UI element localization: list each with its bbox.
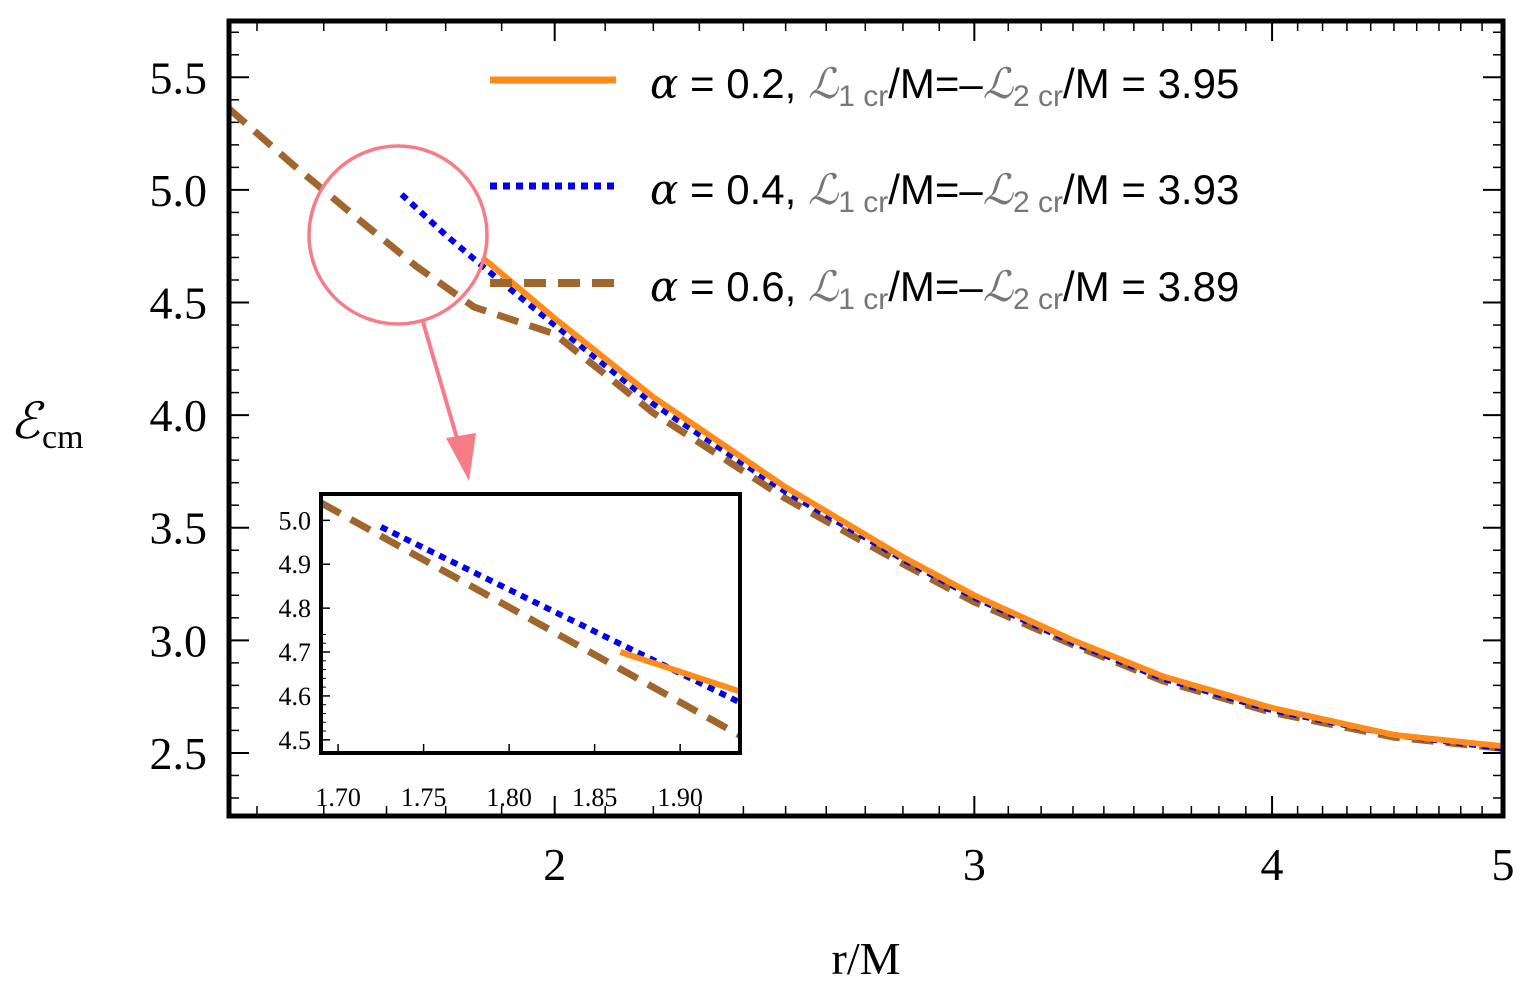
inset-series-line-alpha-0.4: [379, 524, 740, 706]
legend-part-s1: 1 cr: [838, 283, 888, 316]
legend-label-alpha-0.4: α = 0.4, ℒ1 cr/M=–ℒ2 cr/M = 3.93: [650, 165, 1239, 219]
inset-ticks: 4.5 4.6 4.7 4.8 4.9 5.0 1.70 1.75 1.80 1.85 1.90: [279, 506, 703, 812]
inset-y-tick-label: 4.7: [279, 638, 312, 667]
y-axis-label-main: ℰ: [10, 393, 45, 449]
series-line-alpha-0.6: [226, 106, 1504, 752]
y-tick-label: 5.0: [150, 165, 208, 216]
y-tick-label: 3.0: [150, 615, 208, 666]
y-tick-label: 4.5: [150, 278, 208, 329]
legend: α = 0.2, ℒ1 cr/M=–ℒ2 cr/M = 3.95α = 0.4,…: [490, 59, 1239, 316]
plot-frame: [226, 18, 1506, 819]
inset-y-tick-label: 4.6: [279, 682, 312, 711]
inset-y-tick-label: 5.0: [279, 506, 312, 535]
inset-x-tick-label: 1.85: [572, 783, 618, 812]
inset-frame: [319, 492, 742, 755]
legend-part-l2: ℒ: [983, 165, 1014, 214]
legend-part-s2: 2 cr: [1013, 80, 1063, 113]
y-axis-label-sub: cm: [42, 419, 84, 456]
inset-x-tick-label: 1.75: [401, 783, 447, 812]
x-tick-label: 4: [1261, 839, 1284, 890]
y-tick-label: 5.5: [150, 52, 208, 103]
inset-plot: 4.5 4.6 4.7 4.8 4.9 5.0 1.70 1.75 1.80 1.85 1.90: [279, 492, 742, 812]
y-tick-label: 3.5: [150, 503, 208, 554]
legend-part-l2: ℒ: [983, 262, 1014, 311]
legend-part-s1: 1 cr: [838, 80, 888, 113]
inset-y-tick-label: 4.8: [279, 594, 312, 623]
legend-part-alpha: α: [650, 262, 678, 311]
legend-part-tail: /M = 3.89: [1063, 263, 1239, 310]
inset-y-tick-label: 4.9: [279, 550, 312, 579]
legend-part-s1: 1 cr: [838, 186, 888, 219]
legend-part-l1: ℒ: [808, 59, 839, 108]
inset-series-line-alpha-0.2: [619, 649, 740, 695]
inset-background: [321, 494, 740, 753]
legend-part-l1: ℒ: [808, 262, 839, 311]
x-axis-label: r/M: [832, 933, 901, 984]
legend-part-mid: = 0.6,: [678, 263, 808, 310]
y-tick-label: 2.5: [150, 728, 208, 779]
legend-part-mid: = 0.2,: [678, 60, 808, 107]
y-tick-label: 4.0: [150, 390, 208, 441]
zoom-arrow-head: [446, 433, 476, 481]
legend-part-eq: /M=–: [888, 263, 983, 310]
zoom-indicator: [307, 144, 489, 481]
inset-x-tick-label: 1.80: [486, 783, 532, 812]
x-tick-label: 2: [543, 839, 566, 890]
y-axis-label: ℰ cm: [10, 393, 84, 456]
legend-part-alpha: α: [650, 165, 678, 214]
legend-part-tail: /M = 3.93: [1063, 166, 1239, 213]
legend-part-tail: /M = 3.95: [1063, 60, 1239, 107]
inset-y-tick-label: 4.5: [279, 726, 312, 755]
legend-part-alpha: α: [650, 59, 678, 108]
legend-part-s2: 2 cr: [1013, 186, 1063, 219]
legend-label-alpha-0.2: α = 0.2, ℒ1 cr/M=–ℒ2 cr/M = 3.95: [650, 59, 1239, 113]
inset-series: [321, 499, 740, 739]
legend-label-alpha-0.6: α = 0.6, ℒ1 cr/M=–ℒ2 cr/M = 3.89: [650, 262, 1239, 316]
legend-part-mid: = 0.4,: [678, 166, 808, 213]
inset-series-line-alpha-0.6: [321, 499, 740, 739]
legend-part-eq: /M=–: [888, 166, 983, 213]
zoom-arrow-line: [421, 321, 463, 453]
legend-part-l1: ℒ: [808, 165, 839, 214]
x-tick-label: 3: [963, 839, 986, 890]
legend-part-eq: /M=–: [888, 60, 983, 107]
legend-part-l2: ℒ: [983, 59, 1014, 108]
zoom-circle: [307, 144, 489, 326]
inset-x-tick-label: 1.70: [315, 783, 361, 812]
inset-x-tick-label: 1.90: [657, 783, 703, 812]
x-tick-label: 5: [1492, 839, 1515, 890]
legend-part-s2: 2 cr: [1013, 283, 1063, 316]
series-line-alpha-0.2: [480, 255, 1504, 750]
